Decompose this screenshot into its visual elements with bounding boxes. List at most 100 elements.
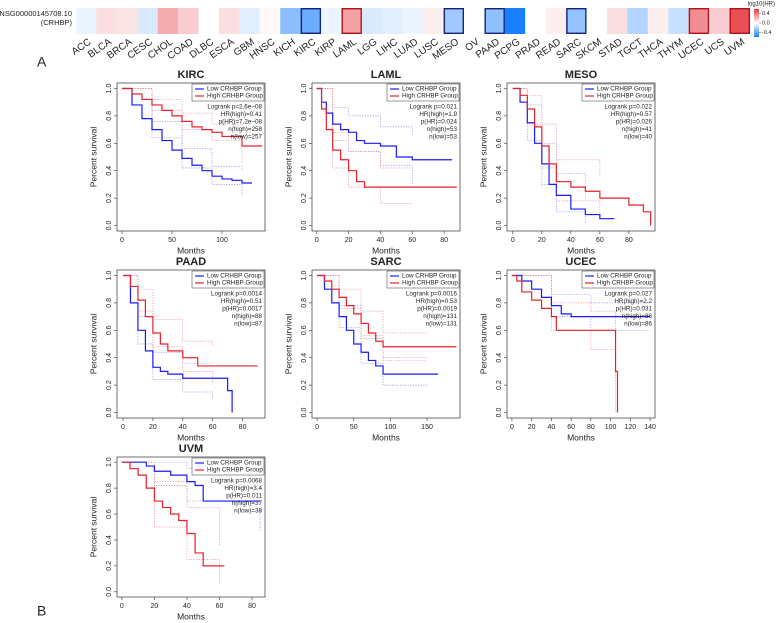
stat-annotation: n(high)=258	[228, 126, 262, 133]
legend-label: Low CRHBP Group	[207, 86, 262, 93]
stat-annotation: p(HR)=0.024	[421, 119, 458, 126]
heatmap-cell	[157, 8, 179, 34]
heatmap-cell	[627, 8, 648, 34]
stat-annotation: n(low)=38	[234, 508, 262, 515]
confidence-line	[122, 275, 214, 399]
x-tick-label: 20	[149, 424, 157, 431]
stat-annotation: p(HR)=0.031	[616, 306, 653, 313]
x-axis-label: Months	[567, 432, 595, 442]
significance-box	[484, 7, 505, 35]
stat-annotation: n(low)=40	[624, 134, 652, 141]
y-tick-label: 1.0	[496, 271, 503, 281]
y-tick-label: 0.0	[301, 221, 308, 231]
survival-curve	[122, 274, 258, 367]
y-tick-label: 0.2	[301, 193, 308, 203]
survival-curve	[122, 87, 262, 147]
y-tick-label: 0.2	[496, 193, 503, 203]
y-tick-label: 0.2	[496, 380, 503, 390]
legend-label: Low CRHBP Group	[402, 273, 457, 280]
stat-annotation: p(HR)=0.026	[616, 119, 653, 126]
confidence-line	[121, 461, 220, 586]
x-axis-label: Months	[177, 611, 205, 621]
legend-label: Low CRHBP Group	[597, 273, 652, 280]
heatmap-cell	[402, 8, 424, 34]
x-tick-label: 150	[421, 424, 433, 431]
legend-box	[581, 83, 655, 102]
x-tick-label: 60	[596, 237, 604, 244]
heatmap-cell	[300, 8, 322, 34]
heatmap-cell	[647, 8, 669, 34]
legend-label: High CRHBP Group	[402, 280, 458, 287]
x-tick-label: 40	[183, 603, 191, 610]
y-tick-label: 0.4	[106, 353, 113, 363]
heatmap-cell	[586, 8, 608, 34]
y-axis-label: Percent survival	[283, 127, 293, 188]
category-label: KIRC	[292, 37, 318, 60]
y-tick-label: 0.0	[496, 408, 503, 418]
x-tick-label: 20	[345, 237, 353, 244]
significance-box	[688, 7, 710, 35]
survival-curve	[121, 461, 225, 567]
y-tick-label: 0.0	[106, 587, 113, 597]
x-axis-label: Months	[567, 245, 595, 255]
y-tick-label: 0.2	[106, 193, 113, 203]
panel-title: UVM	[179, 443, 203, 455]
y-tick-label: 0.6	[301, 138, 308, 148]
stat-annotation: p(HR)=0.011	[226, 493, 262, 500]
x-axis-label: Months	[177, 245, 205, 255]
y-tick-label: 0.8	[496, 298, 503, 308]
stat-annotation: HR(high)=0.41	[221, 111, 263, 118]
stat-annotation: HR(high)=0.57	[611, 111, 653, 118]
heatmap-cell	[137, 8, 158, 34]
stat-annotation: Logrank p=0.0014	[211, 291, 262, 298]
x-tick-label: 50	[350, 424, 358, 431]
y-axis-label: Percent survival	[88, 497, 98, 558]
x-tick-label: 80	[587, 424, 595, 431]
stat-annotation: n(high)=131	[423, 313, 457, 320]
heatmap-cell	[96, 8, 117, 34]
stat-annotation: n(low)=87	[234, 321, 262, 328]
stat-annotation: HR(high)=3.4	[224, 485, 262, 492]
x-tick-label: 0	[315, 237, 319, 244]
legend-label: High CRHBP Group	[597, 93, 653, 100]
x-tick-label: 140	[644, 424, 656, 431]
legend-label: Low CRHBP Group	[207, 460, 262, 467]
stat-annotation: n(high)=41	[622, 126, 653, 133]
heatmap-cell	[688, 8, 710, 34]
heatmap-cell	[709, 8, 730, 34]
survival-curve	[512, 87, 615, 220]
y-tick-label: 0.8	[301, 298, 308, 308]
colorbar	[754, 9, 759, 37]
significance-box	[729, 7, 750, 35]
y-tick-label: 0.2	[301, 380, 308, 390]
y-tick-label: 0.2	[106, 561, 113, 571]
stat-annotation: p(HR)=7.2e−08	[219, 119, 263, 126]
survival-panel: UVM 0 20 40 60 80 0.0 0.2 0.4 0.6 0.8 1.0 Months Perc…	[88, 443, 266, 621]
panel-label: B	[37, 603, 46, 619]
confidence-line	[122, 88, 243, 163]
y-tick-label: 0.6	[106, 509, 113, 519]
survival-panel: KIRC 0 50 100 0.0 0.2 0.4 0.6 0.8 1.0 Months Percen…	[88, 69, 266, 255]
heatmap-cell	[76, 8, 97, 34]
panel-label: A	[37, 54, 47, 70]
x-tick-label: 60	[408, 237, 416, 244]
plot-frame	[506, 269, 656, 419]
confidence-line	[511, 275, 616, 413]
survival-panel: LAML 0 20 40 60 80 0.0 0.2 0.4 0.6 0.8 1.0 Months Per…	[283, 69, 461, 255]
heatmap-cell	[566, 8, 587, 34]
x-tick-label: 120	[624, 424, 636, 431]
legend-box	[191, 457, 265, 476]
y-tick-label: 0.8	[106, 298, 113, 308]
x-tick-label: 0	[315, 424, 319, 431]
y-tick-label: 1.0	[106, 271, 113, 281]
y-tick-label: 0.8	[301, 111, 308, 121]
y-tick-label: 0.6	[496, 325, 503, 335]
stat-annotation: HR(high)=1.9	[419, 111, 457, 118]
plot-frame	[116, 456, 266, 598]
heatmap-cell	[382, 8, 403, 34]
x-tick-label: 0	[120, 603, 124, 610]
x-tick-label: 60	[567, 424, 575, 431]
confidence-line	[122, 88, 243, 196]
survival-curve	[512, 87, 652, 226]
heatmap-cell	[729, 8, 750, 34]
